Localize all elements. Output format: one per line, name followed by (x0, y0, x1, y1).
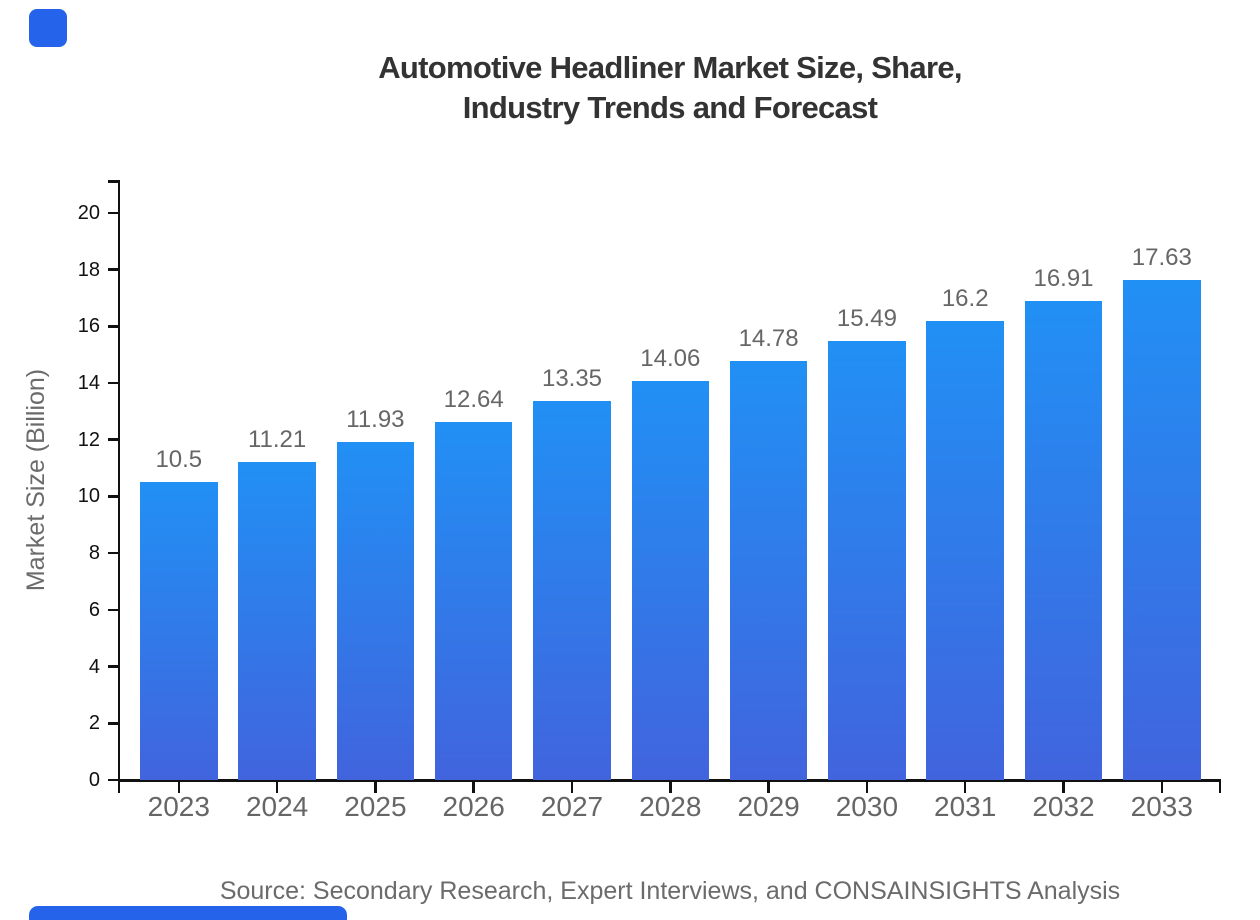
x-tick-label: 2026 (442, 791, 505, 822)
y-tick-mark (108, 551, 120, 555)
y-tick-label: 12 (77, 428, 100, 451)
x-tick-mark (767, 780, 770, 793)
x-tick-label: 2025 (344, 791, 407, 822)
y-tick-mark (108, 608, 120, 612)
y-tick-mark (108, 665, 120, 668)
x-tick-label: 2023 (147, 791, 210, 822)
bar (828, 340, 906, 780)
x-tick-mark (1160, 780, 1164, 793)
bar-value-label: 14.06 (640, 345, 701, 373)
bar (336, 441, 415, 780)
bar (729, 360, 808, 780)
y-tick-label: 8 (88, 542, 100, 565)
y-tick-mark (108, 325, 120, 328)
bar-value-label: 11.21 (247, 426, 307, 454)
x-tick-label: 2024 (245, 791, 309, 822)
y-tick-mark (108, 268, 120, 271)
x-tick-mark (472, 780, 475, 793)
y-tick-label: 16 (77, 315, 100, 338)
x-tick-label: 2031 (934, 791, 997, 822)
y-axis-line (117, 180, 120, 793)
x-axis-outer-tick (1218, 779, 1221, 793)
y-tick-label: 2 (88, 712, 100, 735)
y-axis-outer-tick (108, 180, 120, 183)
bar (631, 381, 710, 780)
y-tick-label: 10 (77, 485, 100, 508)
bar-value-label: 12.64 (443, 385, 504, 413)
chart-title-line2: Industry Trends and Forecast (462, 90, 878, 125)
chart-title-line1: Automotive Headliner Market Size, Share, (378, 50, 962, 85)
chart-title: Automotive Headliner Market Size, Share,… (120, 48, 1220, 128)
source-attribution: Source: Secondary Research, Expert Inter… (219, 877, 1121, 905)
x-tick-label: 2033 (1130, 791, 1193, 822)
y-tick-label: 4 (88, 655, 100, 678)
x-tick-mark (570, 780, 574, 793)
brand-logo-icon (29, 9, 67, 47)
bar (533, 401, 611, 780)
bar-value-label: 15.49 (836, 304, 897, 332)
y-tick-label: 0 (88, 769, 100, 791)
y-tick-mark (108, 438, 120, 441)
y-tick-label: 6 (88, 598, 100, 621)
y-tick-mark (108, 381, 120, 385)
bar (238, 462, 316, 780)
bar-value-label: 11.93 (346, 405, 405, 433)
brand-footer-bar (29, 906, 347, 920)
y-axis-title: Market Size (Billion) (22, 368, 50, 592)
x-tick-mark (177, 780, 181, 793)
x-tick-mark (963, 780, 967, 793)
bar-value-label: 16.91 (1033, 264, 1094, 292)
bar-value-label: 16.2 (941, 284, 989, 312)
y-tick-mark (108, 778, 120, 782)
x-tick-label: 2028 (639, 791, 702, 822)
y-tick-label: 18 (77, 258, 100, 281)
bar-value-label: 17.63 (1131, 244, 1192, 272)
y-tick-mark (108, 495, 120, 498)
bar (434, 421, 513, 780)
x-tick-mark (1062, 780, 1065, 793)
x-tick-mark (669, 780, 672, 793)
x-tick-mark (865, 780, 869, 793)
x-tick-label: 2027 (540, 791, 604, 822)
x-tick-label: 2030 (835, 791, 899, 822)
bar (926, 320, 1004, 780)
bar (140, 482, 218, 780)
bar-value-label: 13.35 (541, 365, 603, 393)
x-tick-label: 2032 (1032, 791, 1095, 822)
y-tick-mark (108, 722, 120, 725)
y-tick-mark (108, 211, 120, 215)
y-tick-label: 20 (77, 201, 100, 224)
bar-value-label: 10.5 (155, 446, 203, 474)
bar (1024, 300, 1103, 780)
x-tick-mark (374, 780, 377, 793)
x-tick-label: 2029 (737, 791, 800, 822)
x-tick-mark (275, 780, 279, 793)
bar (1123, 280, 1201, 780)
y-tick-label: 14 (77, 372, 100, 395)
bar-value-label: 14.78 (738, 324, 799, 352)
